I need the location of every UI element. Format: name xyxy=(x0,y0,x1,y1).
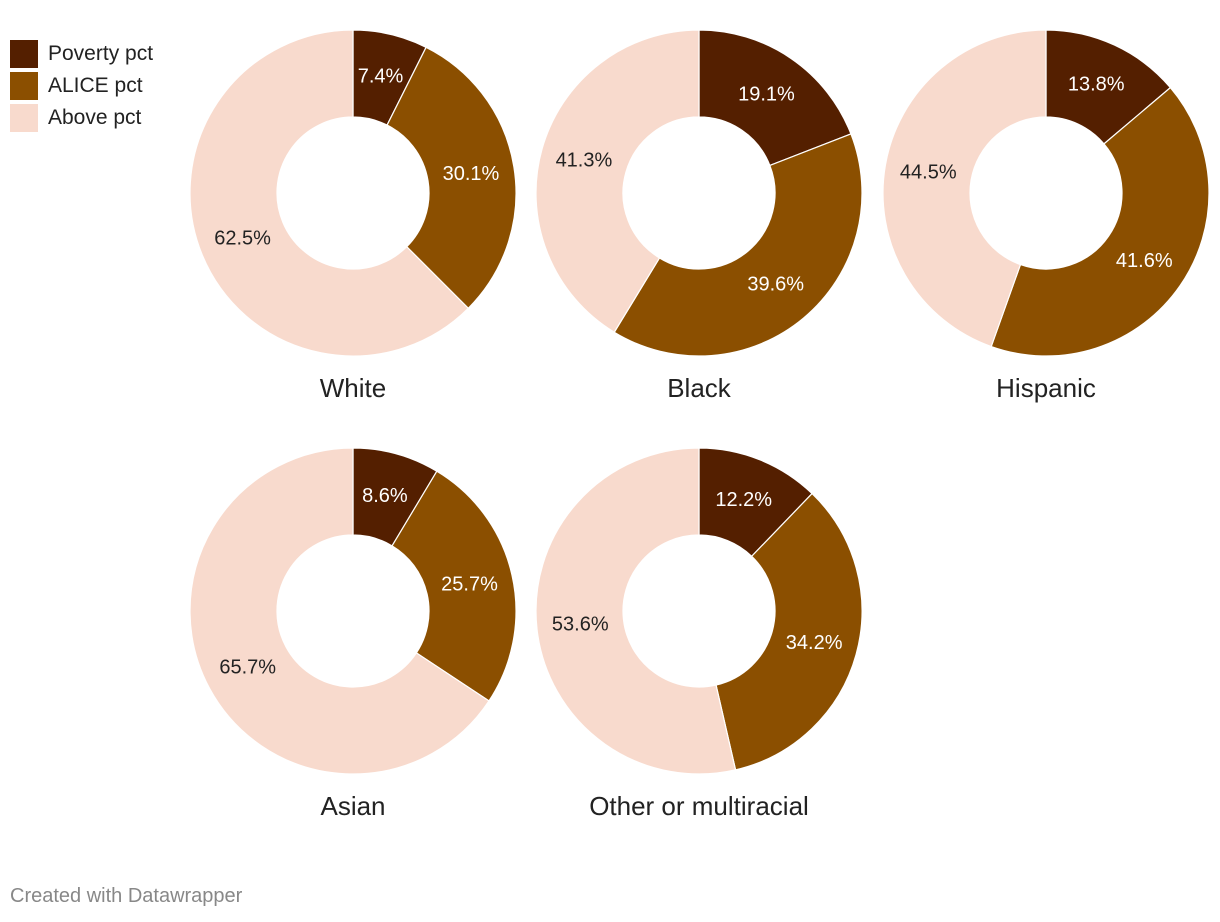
donut-hispanic: 13.8% 41.6% 44.5% xyxy=(882,29,1210,357)
data-label-black-poverty-pct: 19.1% xyxy=(738,83,795,105)
slice-white-alice-pct xyxy=(386,46,517,310)
legend-item-poverty: Poverty pct xyxy=(10,38,153,70)
donut-black: 19.1% 39.6% 41.3% xyxy=(535,29,863,357)
data-label-hispanic-above-pct: 44.5% xyxy=(900,162,957,184)
chart-title-black: Black xyxy=(667,373,731,403)
slice-asian-above-pct xyxy=(189,447,490,775)
slice-white-above-pct xyxy=(189,29,470,357)
legend-label-alice: ALICE pct xyxy=(48,74,143,97)
slice-hispanic-alice-pct xyxy=(990,86,1210,357)
slice-black-poverty-pct xyxy=(698,29,852,167)
data-label-asian-above-pct: 65.7% xyxy=(219,657,276,679)
legend: Poverty pct ALICE pct Above pct xyxy=(10,38,153,134)
data-label-hispanic-poverty-pct: 13.8% xyxy=(1068,74,1125,96)
chart-title-asian: Asian xyxy=(320,791,386,821)
legend-swatch-above xyxy=(10,104,38,132)
footer-credit: Created with Datawrapper xyxy=(10,885,243,907)
slice-black-alice-pct xyxy=(613,133,863,357)
data-label-black-alice-pct: 39.6% xyxy=(747,274,804,296)
data-label-asian-alice-pct: 25.7% xyxy=(441,574,498,596)
legend-item-above: Above pct xyxy=(10,102,153,134)
chart-title-other-or-multiracial: Other or multiracial xyxy=(589,791,809,821)
donut-charts: 7.4% 30.1% 62.5% 19.1% 39.6% 41.3% 13.8% 41.6% 4… xyxy=(189,29,1210,775)
data-label-other-or-multiracial-alice-pct: 34.2% xyxy=(786,632,843,654)
data-label-asian-poverty-pct: 8.6% xyxy=(362,485,408,507)
data-label-black-above-pct: 41.3% xyxy=(556,150,613,172)
donut-other-or-multiracial: 12.2% 34.2% 53.6% xyxy=(535,447,863,775)
data-label-other-or-multiracial-above-pct: 53.6% xyxy=(552,613,609,635)
legend-label-above: Above pct xyxy=(48,106,142,129)
legend-label-poverty: Poverty pct xyxy=(48,42,154,65)
data-label-hispanic-alice-pct: 41.6% xyxy=(1116,250,1173,272)
legend-swatch-poverty xyxy=(10,40,38,68)
slice-black-above-pct xyxy=(535,29,700,334)
donut-white: 7.4% 30.1% 62.5% xyxy=(189,29,517,357)
slice-other-or-multiracial-above-pct xyxy=(535,447,737,775)
legend-item-alice: ALICE pct xyxy=(10,70,153,102)
chart-title-hispanic: Hispanic xyxy=(996,373,1096,403)
chart-title-white: White xyxy=(319,373,387,403)
data-label-other-or-multiracial-poverty-pct: 12.2% xyxy=(715,489,772,511)
slice-asian-alice-pct xyxy=(391,470,517,702)
data-label-white-alice-pct: 30.1% xyxy=(443,163,500,185)
data-label-white-above-pct: 62.5% xyxy=(214,228,271,250)
slice-hispanic-above-pct xyxy=(882,29,1047,348)
donut-asian: 8.6% 25.7% 65.7% xyxy=(189,447,517,775)
data-label-white-poverty-pct: 7.4% xyxy=(358,66,404,88)
slice-other-or-multiracial-alice-pct xyxy=(715,492,863,771)
legend-swatch-alice xyxy=(10,72,38,100)
